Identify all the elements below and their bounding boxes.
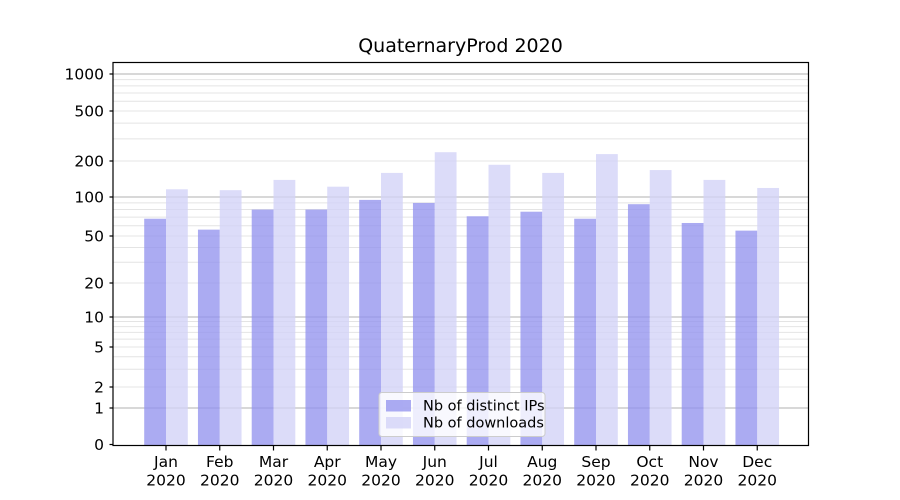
bar (273, 179, 296, 446)
bar (305, 209, 328, 446)
bar (703, 179, 726, 446)
x-tick-month-label: Mar (259, 453, 289, 471)
y-tick-label: 5 (94, 339, 104, 357)
legend-swatch-downloads-icon (386, 417, 411, 429)
x-tick-month-label: Nov (688, 453, 718, 471)
bar (574, 218, 596, 446)
x-tick-year-label: 2020 (738, 472, 777, 490)
legend: Nb of distinct IPs Nb of downloads (378, 392, 546, 437)
y-tick-label: 10 (84, 309, 104, 327)
y-tick-label: 2 (94, 379, 104, 397)
bar (434, 152, 457, 446)
x-tick-month-label: Aug (527, 453, 557, 471)
y-tick-label: 0 (94, 436, 104, 454)
bar (166, 189, 188, 446)
x-tick-month-label: Feb (206, 453, 233, 471)
x-tick-year-label: 2020 (630, 472, 669, 490)
chart-title: QuaternaryProd 2020 (358, 35, 563, 57)
x-tick-month-label: Sep (581, 453, 610, 471)
bar (596, 154, 618, 446)
x-tick-year-label: 2020 (254, 472, 293, 490)
x-tick-year-label: 2020 (576, 472, 615, 490)
bar (520, 211, 543, 446)
legend-label-distinct-ips: Nb of distinct IPs (423, 399, 545, 415)
legend-box (378, 392, 546, 437)
bar (542, 172, 565, 446)
x-tick-year-label: 2020 (684, 472, 723, 490)
bar (757, 187, 780, 446)
x-tick-year-label: 2020 (469, 472, 508, 490)
y-tick-label: 1000 (65, 66, 104, 84)
bar (681, 222, 704, 446)
x-tick-year-label: 2020 (415, 472, 454, 490)
legend-swatch-distinct-ips-icon (386, 400, 411, 412)
bar (144, 218, 166, 446)
x-tick-month-label: Jun (422, 453, 447, 471)
x-axis: Jan2020Feb2020Mar2020Apr2020May2020Jun20… (146, 445, 777, 490)
x-tick-month-label: Dec (742, 453, 772, 471)
bar (627, 204, 650, 446)
y-tick-label: 500 (74, 103, 104, 121)
x-tick-month-label: May (365, 453, 397, 471)
bar (735, 230, 758, 446)
bar (219, 190, 242, 446)
x-tick-year-label: 2020 (523, 472, 562, 490)
y-tick-label: 100 (74, 189, 104, 207)
x-tick-year-label: 2020 (361, 472, 400, 490)
y-tick-label: 200 (74, 153, 104, 171)
bar (381, 172, 403, 446)
plot-frame (112, 61, 810, 447)
bar (412, 202, 435, 446)
x-tick-year-label: 2020 (308, 472, 347, 490)
x-tick-month-label: Jan (153, 453, 178, 471)
y-tick-label: 1 (94, 400, 104, 418)
bars (144, 152, 780, 446)
x-tick-month-label: Oct (636, 453, 663, 471)
bar (466, 216, 489, 446)
y-axis: 0 1 2 5 10 20 50 100 200 500 1000 (65, 66, 113, 454)
bar (359, 199, 381, 446)
bar (488, 164, 511, 446)
bar (327, 186, 350, 446)
x-tick-year-label: 2020 (146, 472, 185, 490)
y-tick-label: 20 (84, 275, 104, 293)
y-tick-label: 50 (84, 228, 104, 246)
x-tick-month-label: Apr (314, 453, 341, 471)
legend-label-downloads: Nb of downloads (423, 416, 544, 432)
bar (197, 229, 220, 446)
bar (649, 170, 672, 446)
bar (251, 209, 274, 446)
x-tick-month-label: Jul (478, 453, 498, 471)
x-tick-year-label: 2020 (200, 472, 239, 490)
